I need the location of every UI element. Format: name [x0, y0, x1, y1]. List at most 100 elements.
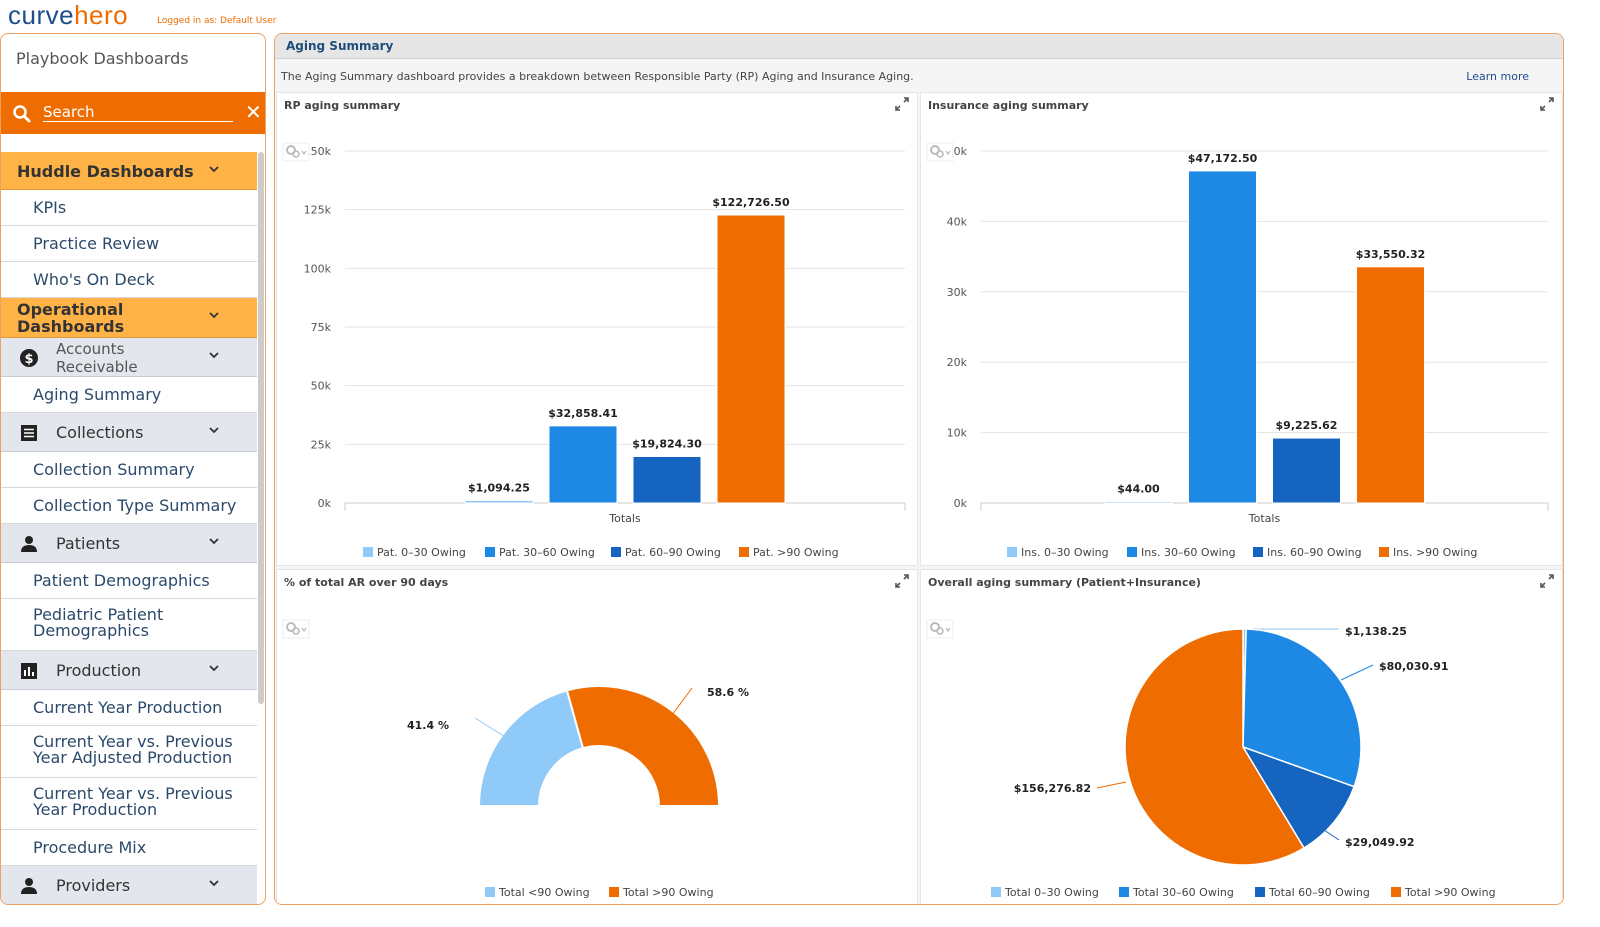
bar[interactable] [464, 499, 534, 504]
sidebar-item-collection-summary[interactable]: Collection Summary [1, 452, 257, 488]
panel-overall-aging: Overall aging summary (Patient+Insurance… [920, 569, 1563, 904]
group-label: Patients [56, 534, 121, 553]
y-tick-label: 0k [954, 497, 968, 510]
chevron-down-icon [209, 166, 219, 173]
y-tick-label: 25k [311, 438, 332, 451]
panel-title: % of total AR over 90 days [284, 576, 449, 589]
legend-label: Pat. 30–60 Owing [499, 546, 595, 559]
legend-swatch [485, 547, 495, 557]
learn-more-link[interactable]: Learn more [1466, 70, 1529, 83]
data-label: $47,172.50 [1188, 152, 1258, 165]
bar[interactable] [1272, 437, 1341, 504]
legend-swatch [739, 547, 749, 557]
data-label: 58.6 % [707, 686, 749, 699]
group-collections[interactable]: Collections [1, 413, 257, 452]
legend-item[interactable]: Ins. 0–30 Owing [1007, 546, 1109, 559]
sidebar-nav: Huddle Dashboards KPIs Practice Review W… [1, 152, 257, 904]
sidebar-item-collection-type-summary[interactable]: Collection Type Summary [1, 488, 257, 524]
section-operational-dashboards[interactable]: Operational Dashboards [1, 298, 257, 338]
pie-slice[interactable] [1242, 628, 1362, 788]
pie-slice[interactable] [1124, 628, 1305, 866]
chart-settings-icon[interactable] [282, 619, 310, 639]
chart-ar-over-90: 41.4 % 58.6 % Total <90 Owing Total >90 Owi… [282, 619, 749, 899]
legend-label: Pat. 60–90 Owing [625, 546, 721, 559]
legend-item[interactable]: Pat. >90 Owing [739, 546, 839, 559]
bar[interactable] [716, 214, 786, 504]
legend-item[interactable]: Total 30–60 Owing [1119, 886, 1234, 899]
group-production[interactable]: Production [1, 651, 257, 690]
pie-slice[interactable] [1241, 745, 1356, 850]
bar[interactable] [1356, 266, 1425, 504]
donut-slice[interactable] [477, 689, 585, 807]
sidebar-item-cy-vs-py-adjusted-production[interactable]: Current Year vs. Previous Year Adjusted … [1, 726, 257, 778]
legend-item[interactable]: Total 60–90 Owing [1255, 886, 1370, 899]
legend-item[interactable]: Pat. 60–90 Owing [611, 546, 721, 559]
curvehero-logo[interactable]: curvehero [8, 0, 128, 31]
main-content: Aging Summary The Aging Summary dashboar… [274, 33, 1564, 905]
sidebar-item-patient-demographics[interactable]: Patient Demographics [1, 563, 257, 599]
chart-settings-icon[interactable] [926, 619, 954, 639]
legend-label: Total >90 Owing [1404, 886, 1496, 899]
legend-swatch [1127, 547, 1137, 557]
chart-rp-aging: 0k 25k 50k 75k 100k 125k 150k Totals $1,094.25 $3… [282, 142, 906, 559]
chevron-down-icon [209, 352, 219, 359]
sidebar-item-practice-review[interactable]: Practice Review [1, 226, 257, 262]
label-connector [671, 687, 693, 716]
legend-swatch [485, 887, 495, 897]
legend-swatch [1255, 887, 1265, 897]
expand-icon[interactable] [1540, 574, 1554, 588]
data-label: $44.00 [1117, 483, 1160, 496]
x-tick-label: Totals [1248, 512, 1281, 525]
data-label: $9,225.62 [1276, 419, 1338, 432]
logo-text-curve: curve [8, 0, 75, 30]
data-label: $29,049.92 [1345, 836, 1415, 849]
legend-label: Ins. >90 Owing [1393, 546, 1477, 559]
sidebar-item-aging-summary[interactable]: Aging Summary [1, 377, 257, 413]
bar[interactable] [1188, 170, 1257, 504]
bar[interactable] [632, 455, 702, 504]
legend-swatch [1391, 887, 1401, 897]
group-patients[interactable]: Patients [1, 524, 257, 563]
bar[interactable] [1104, 501, 1173, 504]
chart-settings-icon[interactable] [282, 142, 310, 162]
clear-search-icon[interactable]: ✕ [245, 100, 262, 124]
legend-item[interactable]: Total >90 Owing [609, 886, 714, 899]
legend-swatch [611, 547, 621, 557]
chart-insurance-aging: 0k10k20k30k40k50kTotals$44.00$47,172.50$… [926, 142, 1549, 559]
data-label: $122,726.50 [712, 196, 790, 209]
legend-item[interactable]: Ins. >90 Owing [1379, 546, 1477, 559]
y-tick-label: 100k [304, 262, 332, 275]
legend-item[interactable]: Ins. 60–90 Owing [1253, 546, 1362, 559]
legend-item[interactable]: Total 0–30 Owing [991, 886, 1099, 899]
person-icon [21, 878, 37, 894]
sidebar-item-whos-on-deck[interactable]: Who's On Deck [1, 262, 257, 298]
bar[interactable] [548, 425, 618, 504]
legend-label: Total 30–60 Owing [1132, 886, 1234, 899]
legend-item[interactable]: Total <90 Owing [485, 886, 590, 899]
dollar-icon: $ [20, 349, 38, 367]
expand-icon[interactable] [895, 574, 909, 588]
donut-slice[interactable] [565, 685, 721, 807]
group-accounts-receivable[interactable]: $ Accounts Receivable [1, 338, 257, 377]
section-huddle-dashboards[interactable]: Huddle Dashboards [1, 152, 257, 190]
sidebar-scrollbar[interactable] [258, 152, 264, 704]
logo-text-hero: hero [74, 0, 129, 30]
expand-icon[interactable] [895, 97, 909, 111]
legend-item[interactable]: Ins. 30–60 Owing [1127, 546, 1236, 559]
sidebar-item-procedure-mix[interactable]: Procedure Mix [1, 830, 257, 866]
legend-swatch [1379, 547, 1389, 557]
search-input[interactable]: Search [43, 102, 233, 122]
expand-icon[interactable] [1540, 97, 1554, 111]
legend-item[interactable]: Pat. 30–60 Owing [485, 546, 595, 559]
sidebar-item-pediatric-patient-demographics[interactable]: Pediatric Patient Demographics [1, 599, 257, 651]
sidebar-item-current-year-production[interactable]: Current Year Production [1, 690, 257, 726]
person-icon [21, 536, 37, 552]
legend-item[interactable]: Total >90 Owing [1391, 886, 1496, 899]
legend-item[interactable]: Pat. 0–30 Owing [363, 546, 466, 559]
chart-settings-icon[interactable] [926, 142, 954, 162]
sidebar-item-kpis[interactable]: KPIs [1, 190, 257, 226]
data-label: $32,858.41 [548, 407, 618, 420]
sidebar-item-cy-vs-py-production[interactable]: Current Year vs. Previous Year Productio… [1, 778, 257, 830]
bar-chart-icon [21, 663, 37, 679]
group-providers[interactable]: Providers [1, 866, 257, 904]
